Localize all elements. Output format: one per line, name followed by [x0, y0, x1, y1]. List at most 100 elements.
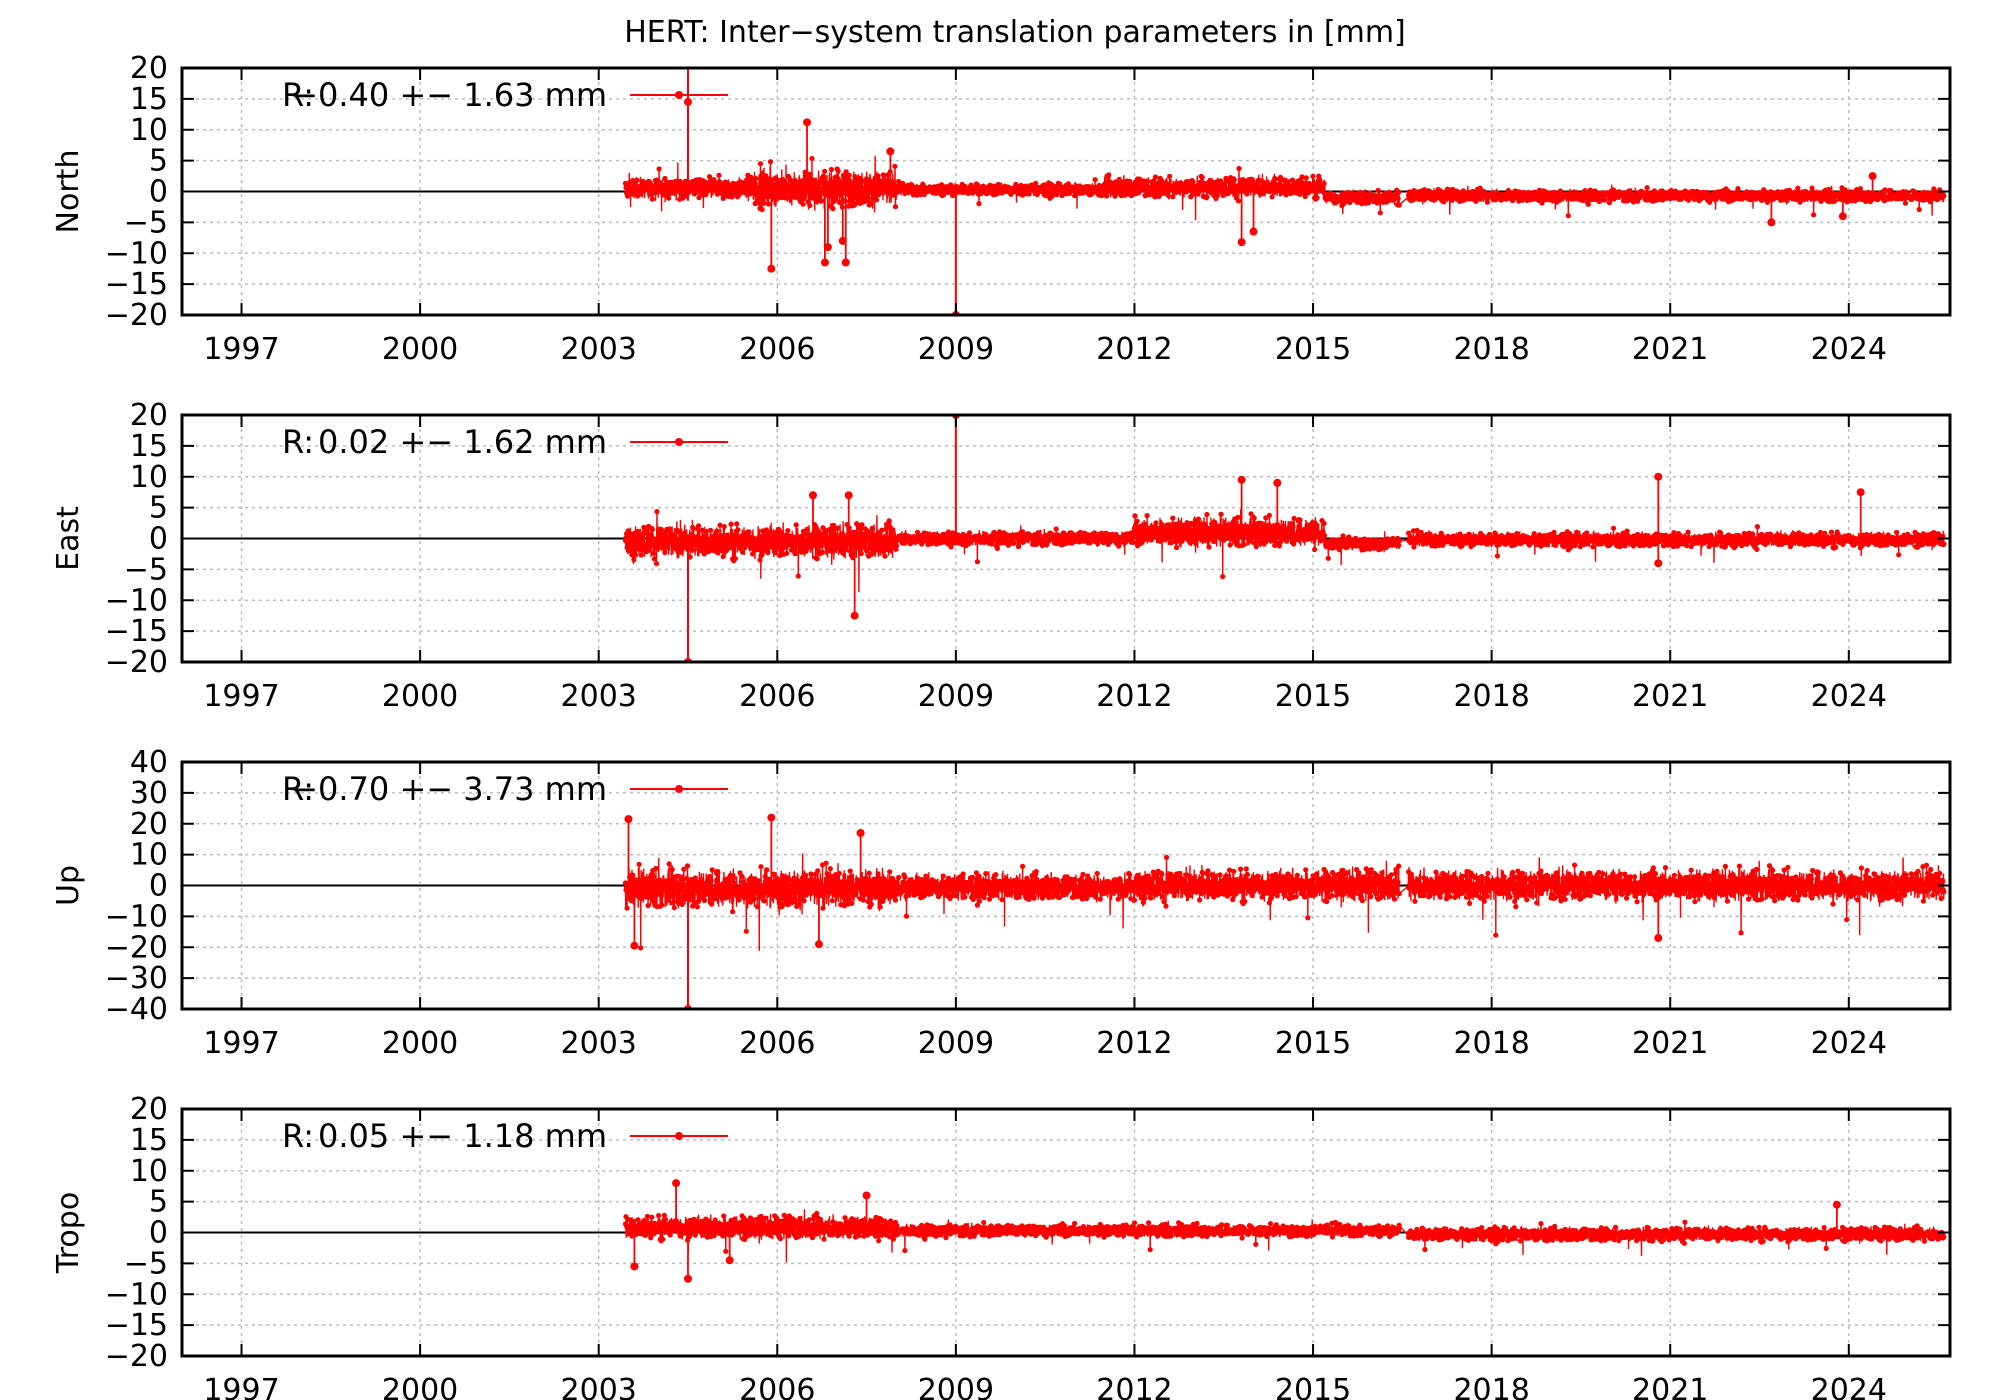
data-point — [843, 169, 849, 175]
data-point — [664, 542, 671, 548]
data-point — [1426, 188, 1432, 194]
data-point — [887, 547, 893, 553]
data-point — [759, 206, 765, 213]
data-point — [1116, 183, 1122, 189]
data-point — [1685, 529, 1691, 535]
data-point — [859, 522, 865, 528]
x-tick-label: 2015 — [1275, 332, 1351, 367]
data-point — [799, 197, 805, 203]
data-point — [1190, 179, 1196, 185]
y-tick-label: −10 — [105, 236, 168, 271]
data-point — [807, 202, 813, 209]
data-point — [1826, 186, 1832, 192]
data-point — [635, 528, 641, 535]
data-point — [1659, 532, 1665, 539]
data-point — [1565, 213, 1571, 219]
data-point — [1764, 199, 1770, 205]
data-point — [1627, 190, 1633, 196]
data-point — [735, 527, 741, 533]
data-point — [654, 545, 661, 552]
data-point — [1277, 174, 1284, 180]
data-point — [1410, 197, 1416, 203]
data-point — [717, 522, 723, 528]
data-point — [1291, 541, 1297, 547]
data-point — [656, 166, 662, 172]
data-point — [746, 529, 752, 535]
data-point — [649, 527, 655, 533]
data-point — [1459, 543, 1465, 549]
outlier-point — [1237, 238, 1246, 247]
legend-label: R: — [282, 76, 314, 114]
data-point — [793, 181, 799, 187]
data-point — [856, 535, 862, 541]
y-axis-label: North — [51, 150, 86, 234]
data-point — [857, 175, 863, 181]
data-point — [1832, 198, 1838, 204]
data-point — [1203, 536, 1209, 542]
outlier-point — [823, 243, 832, 252]
data-point — [1314, 195, 1320, 201]
y-tick-label: −20 — [105, 298, 168, 333]
legend: R:−0.40 +− 1.63 mm — [282, 76, 728, 114]
data-point — [1276, 543, 1282, 549]
data-point — [765, 201, 772, 207]
data-point — [976, 201, 982, 207]
data-point — [1396, 542, 1402, 549]
data-point — [1173, 544, 1180, 551]
data-point — [1857, 186, 1863, 192]
data-point — [677, 541, 683, 547]
data-point — [1396, 202, 1402, 208]
data-point — [1214, 193, 1220, 199]
x-tick-label: 2018 — [1453, 332, 1529, 367]
data-point — [1377, 210, 1383, 216]
data-point — [1303, 175, 1309, 181]
data-point — [1011, 540, 1017, 547]
data-point — [689, 547, 695, 553]
x-tick-label: 2024 — [1811, 332, 1887, 367]
data-point — [1092, 177, 1098, 183]
data-point — [1791, 531, 1797, 537]
data-point — [1253, 544, 1259, 550]
data-point — [1170, 194, 1176, 200]
data-point — [1235, 514, 1241, 520]
data-point — [729, 194, 735, 200]
data-point — [708, 527, 714, 533]
data-point — [1809, 185, 1815, 191]
data-point — [1811, 212, 1817, 218]
data-point — [632, 552, 639, 558]
data-point — [797, 178, 803, 184]
data-point — [1134, 518, 1140, 524]
y-tick-label: 20 — [130, 51, 168, 86]
data-point — [762, 178, 768, 184]
data-point — [1065, 181, 1071, 187]
data-point — [767, 159, 774, 165]
legend-value: −0.40 +− 1.63 mm — [291, 76, 607, 114]
data-point — [796, 188, 802, 194]
data-point — [1931, 186, 1937, 192]
data-point — [703, 530, 709, 537]
data-point — [1817, 529, 1823, 536]
data-point — [763, 184, 769, 190]
data-point — [1722, 543, 1728, 550]
data-point — [714, 528, 720, 534]
data-point — [690, 525, 696, 531]
data-point — [858, 550, 864, 557]
data-point — [719, 533, 725, 539]
data-point — [1188, 520, 1194, 526]
data-point — [1797, 199, 1803, 205]
data-point — [658, 526, 664, 533]
data-point — [1396, 189, 1402, 195]
data-point — [1193, 541, 1199, 547]
data-point — [716, 172, 722, 178]
data-point — [1087, 540, 1093, 546]
data-point — [1132, 513, 1138, 519]
data-point — [1484, 199, 1490, 205]
data-point — [699, 527, 705, 533]
data-point — [638, 552, 644, 558]
data-point — [759, 552, 765, 558]
chart-title: HERT: Inter−system translation parameter… — [624, 15, 1406, 50]
data-point — [968, 182, 974, 188]
data-point — [1278, 524, 1284, 531]
